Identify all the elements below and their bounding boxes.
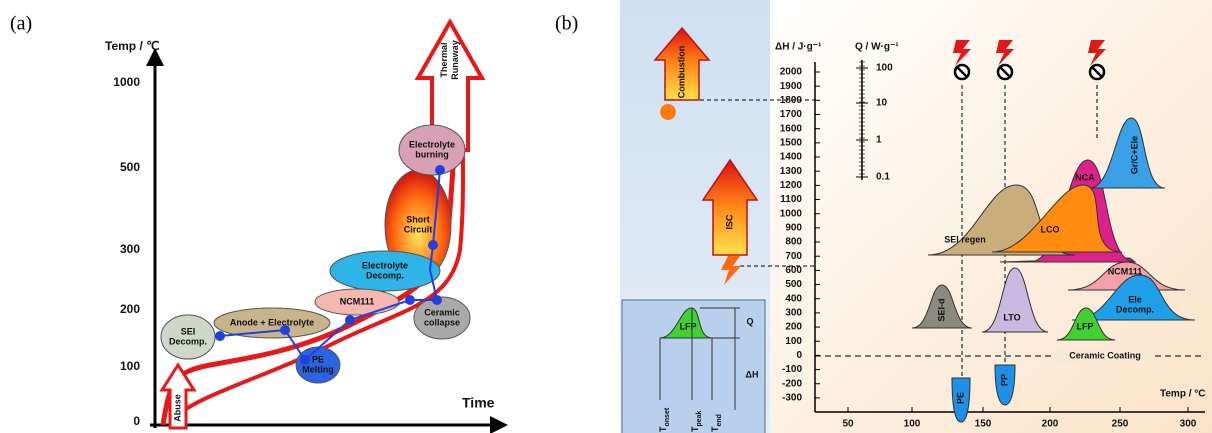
point	[435, 165, 445, 175]
y-tick-label: 1400	[780, 152, 803, 163]
y-tick-label: 800	[785, 237, 802, 248]
q-tick-label: 100	[876, 63, 893, 74]
y-tick-label: 1000	[780, 208, 803, 219]
y-tick-label: 100	[120, 359, 140, 373]
y-tick-label: 1900	[780, 81, 803, 92]
y-tick-label: 700	[785, 251, 802, 262]
axis-title: ΔH / J·g⁻¹	[775, 42, 822, 53]
label: Melting	[302, 364, 334, 374]
label: SEI	[181, 326, 196, 336]
y-tick-label: 200	[120, 302, 140, 316]
label: ΔH	[746, 369, 759, 379]
label: Combustion	[676, 46, 686, 99]
label: LFP	[680, 321, 697, 331]
label: PP	[999, 374, 1009, 386]
label: Decomp.	[1116, 304, 1154, 314]
panel-label: (a)	[10, 13, 32, 35]
x-tick-label: 250	[1112, 419, 1129, 430]
x-tick-label: 50	[842, 419, 854, 430]
x-tick-label: 300	[1180, 419, 1197, 430]
label: Thermal	[439, 42, 449, 77]
label: Decomp.	[366, 270, 404, 280]
y-tick-label: 400	[785, 293, 802, 304]
label: LFP	[1077, 321, 1094, 331]
label: NCM111	[340, 296, 375, 306]
y-tick-label: -200	[782, 378, 802, 389]
y-tick-label: 900	[785, 223, 802, 234]
y-tick-label: 1600	[780, 123, 803, 134]
y-tick-label: 0	[133, 414, 140, 428]
fire	[660, 104, 676, 120]
axis-arrow	[490, 416, 508, 433]
label: Gr/C+Ele	[1129, 136, 1139, 174]
label: Electrolyte	[409, 139, 455, 149]
y-tick-label: 200	[785, 322, 802, 333]
y-tick-label: 1800	[780, 95, 803, 106]
y-tick-label: 0	[796, 350, 802, 361]
q-tick-label: 10	[876, 98, 888, 109]
axis-title: Time	[462, 395, 495, 411]
label: Anode + Electrolyte	[230, 317, 314, 327]
point	[432, 295, 442, 305]
label: Decomp.	[169, 336, 207, 346]
y-tick-label: 100	[785, 336, 802, 347]
label: onset	[664, 407, 671, 426]
point	[428, 240, 438, 250]
y-tick-label: 1100	[780, 194, 802, 205]
x-tick-label: 200	[1042, 419, 1059, 430]
label: SEI-d	[936, 298, 946, 321]
point	[215, 331, 225, 341]
point	[405, 295, 415, 305]
panel-label: (b)	[555, 13, 578, 35]
label: Ele	[1128, 294, 1142, 304]
label: Q	[746, 316, 753, 326]
q-tick-label: 0.1	[876, 172, 890, 183]
y-tick-label: 1700	[780, 109, 803, 120]
label: PE	[312, 354, 324, 364]
label: Runaway	[450, 40, 460, 80]
x-tick-label: 100	[904, 419, 921, 430]
label: LCO	[1041, 224, 1060, 234]
label: collapse	[424, 317, 460, 327]
label: PE	[955, 392, 965, 404]
y-tick-label: 600	[785, 265, 802, 276]
label: Ceramic Coating	[1069, 350, 1141, 360]
y-tick-label: 1300	[780, 166, 803, 177]
label: NCA	[1075, 172, 1095, 182]
label: peak	[696, 410, 703, 426]
axis-title: Q / W·g⁻¹	[855, 42, 899, 53]
axis-title: Temp / °C	[1160, 389, 1205, 400]
y-tick-label: 500	[785, 279, 802, 290]
label: Short	[406, 214, 430, 224]
y-tick-label: 2000	[780, 67, 803, 78]
y-tick-label: 1000	[113, 75, 140, 89]
label: Electrolyte	[362, 260, 408, 270]
label: Abuse	[172, 394, 182, 422]
label: Circuit	[404, 224, 433, 234]
figure: (a) (b) Temp / ℃ Time ΔH / J·g⁻¹ Q / W·g…	[0, 0, 1212, 433]
y-tick-label: 1500	[780, 137, 803, 148]
y-tick-label: -100	[782, 364, 802, 375]
y-tick-label: 300	[120, 242, 140, 256]
label: end	[716, 414, 723, 426]
label: ISC	[724, 214, 734, 230]
axis-title: Temp / ℃	[105, 39, 160, 53]
y-tick-label: 1200	[780, 180, 803, 191]
label: burning	[415, 149, 449, 159]
label: SEI regen	[944, 234, 986, 244]
y-tick-label: 300	[785, 308, 802, 319]
label: LTO	[1003, 312, 1020, 322]
point	[280, 325, 290, 335]
x-tick-label: 150	[975, 419, 992, 430]
q-tick-label: 1	[876, 135, 882, 146]
point	[300, 355, 310, 365]
label: Ceramic	[424, 307, 460, 317]
point	[345, 315, 355, 325]
y-tick-label: 500	[120, 160, 140, 174]
y-tick-label: -300	[782, 393, 802, 404]
